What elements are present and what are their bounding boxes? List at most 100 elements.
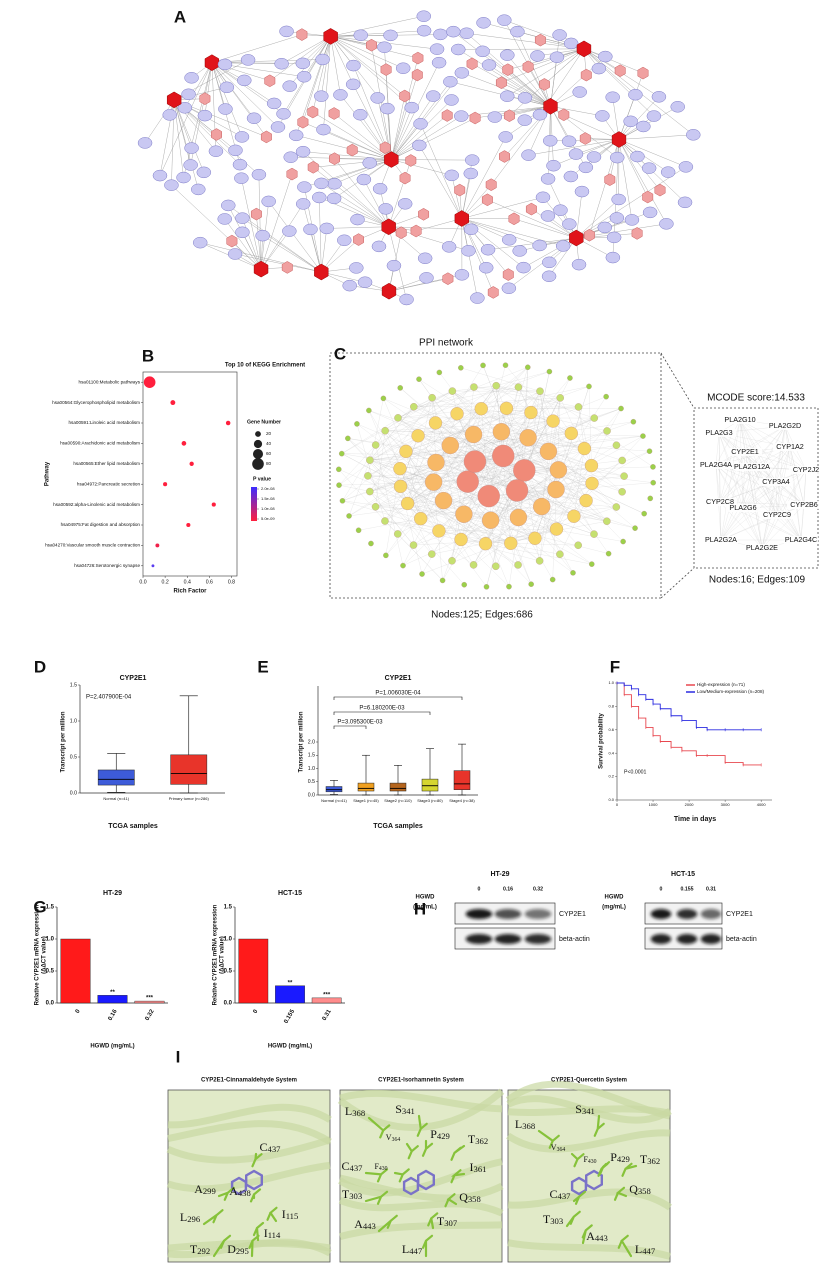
gene-node [454,269,470,281]
compound-node [307,105,319,119]
blot-band [524,909,552,919]
cluster-edge [718,432,763,549]
network-edge [507,54,551,107]
compound-node [579,132,591,145]
cluster-edge [720,514,778,541]
gene-node [429,43,445,55]
ppi-edge [539,391,654,467]
residue-label: Q358 [629,1182,651,1196]
network-edge [321,183,389,227]
ppi-node [589,561,595,567]
network-edge [553,139,620,166]
ppi-node [549,522,564,536]
ppi-edge [367,475,432,555]
gene-node [446,25,461,38]
ppi-edge [420,495,489,519]
gene-node [441,241,457,253]
ppi-node [424,473,443,491]
network-edge [211,62,279,128]
lane-label: 0.32 [533,886,543,892]
lane-label: 0 [478,886,481,892]
legend-label: Low/Medium-expression (n=208) [697,689,764,694]
ppi-node [419,571,425,577]
compound-node [412,51,424,65]
gene-node [475,45,490,58]
compound-node [211,128,222,141]
ppi-edge [517,465,592,491]
network-edge [576,199,619,239]
ppi-node [434,491,453,510]
comparison-bracket [333,696,463,700]
cluster-edge [761,514,778,549]
ppi-edge [548,421,634,452]
gene-node [184,142,199,154]
legend-label: 20 [266,431,272,436]
herb-node [384,151,399,168]
y-tick-label: 1.5 [70,682,77,688]
cluster-node-label: PLA2G10 [724,415,755,424]
network-edge [321,239,359,273]
gene-node [404,101,419,114]
gene-node [371,240,387,253]
gene-node [234,131,250,143]
network-edge [224,218,262,270]
gene-node [295,57,311,70]
gene-node [516,261,531,274]
gene-node [181,88,196,101]
blot-band [650,934,672,944]
gene-node [337,234,352,247]
panel-label: E [257,657,268,676]
ppi-node [525,364,531,371]
gene-node [553,204,568,216]
ppi-edge [481,408,593,484]
compound-node [525,202,537,216]
gene-node [251,168,267,181]
ppi-node [411,429,425,443]
gene-node [274,57,289,70]
network-edge [330,36,412,108]
ppi-edge [369,397,433,492]
ppi-edge [347,438,486,544]
network-edge [507,69,551,107]
bar [97,995,128,1004]
ppi-node [414,511,428,526]
ppi-node [400,562,406,569]
cluster-node-label: PLA2G3 [705,428,732,437]
x-axis-label: HGWD (mg/mL) [268,1044,312,1050]
blot-band [650,909,672,919]
bar [275,985,305,1004]
dose-label: HGWD [605,895,625,901]
ppi-edge [527,437,557,490]
gene-node [191,183,206,196]
ppi-node [570,570,576,576]
gene-node [510,25,525,38]
ppi-node [603,517,611,526]
network-edge [391,159,452,176]
network-edge [461,136,506,219]
gene-node [197,109,213,122]
gene-node [501,282,517,294]
ppi-node [345,435,351,442]
compound-node [399,89,411,103]
network-edge [550,34,560,107]
compound-node [454,183,466,197]
network-edge [330,15,424,37]
network-edge [242,217,322,273]
ppi-node [366,407,372,414]
protein-ribbon [167,1103,332,1129]
gene-node [219,81,235,94]
cluster-edge [742,481,777,509]
gene-node [395,62,411,74]
ppi-edge [402,530,440,566]
ppi-edge [524,470,617,508]
ppi-node [556,394,564,402]
ppi-node [620,538,626,545]
network-edge [204,62,213,116]
bar [60,938,91,1004]
ppi-node [499,401,514,415]
network-edge [242,218,262,270]
gene-node [541,270,557,283]
lane-label: 0 [660,886,663,892]
compound-node [481,193,493,207]
residue-label: F430 [583,1155,596,1166]
